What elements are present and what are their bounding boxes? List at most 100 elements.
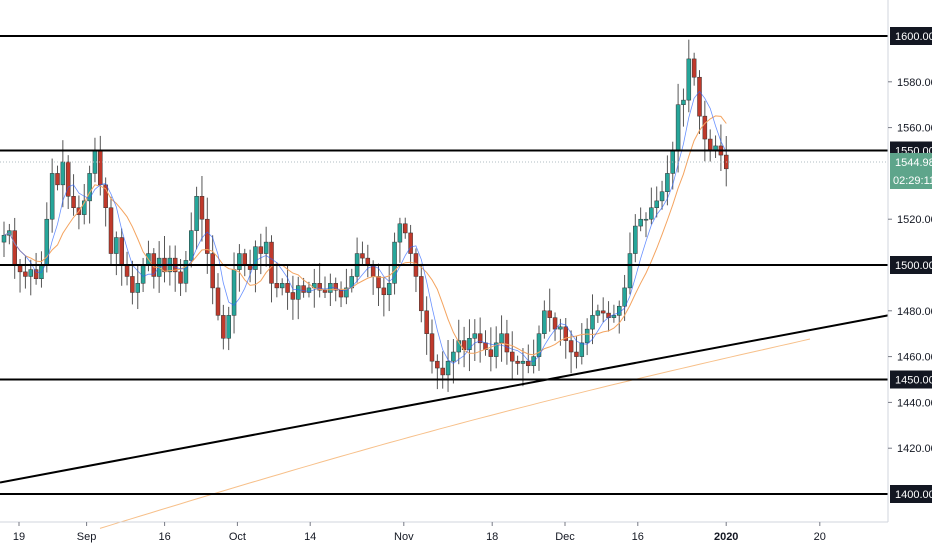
level-label: 1500.00	[895, 260, 932, 272]
candle-down	[119, 237, 124, 266]
candle-down	[477, 333, 483, 344]
candle-up	[675, 104, 681, 151]
candle-down	[563, 326, 568, 341]
price-tick-label: 1560.00	[897, 123, 932, 135]
time-tick-label: 16	[632, 531, 644, 543]
trendline-layer	[0, 314, 889, 484]
candle-down	[419, 276, 424, 312]
candle-down	[301, 285, 306, 293]
candle-down	[71, 196, 76, 209]
candle-up	[686, 58, 692, 101]
candle-down	[33, 269, 39, 279]
price-tick-label: 1440.00	[897, 397, 932, 409]
candle-down	[504, 333, 510, 353]
candle-up	[49, 173, 55, 220]
candle-up	[659, 191, 665, 202]
candle-up	[499, 333, 504, 344]
short-moving-average	[3, 115, 727, 356]
last-price-label: 1544.98	[895, 157, 932, 169]
candle-up	[472, 333, 478, 339]
candle-down	[274, 283, 280, 289]
candle-down	[403, 223, 408, 234]
candle-down	[221, 315, 226, 339]
price-axis[interactable]: 1420.00 1440.00 1460.00 1480.00 1520.00 1560.…	[0, 0, 932, 522]
candle-up	[579, 342, 585, 357]
moving-averages	[3, 90, 727, 364]
candle-down	[290, 292, 296, 300]
price-tick-label: 1460.00	[897, 352, 932, 364]
candle-up	[654, 200, 659, 209]
candle-down	[317, 283, 322, 291]
candle-up	[140, 264, 146, 284]
candle-down	[697, 76, 702, 117]
candle-down	[488, 349, 494, 357]
time-tick-label: Sep	[77, 531, 97, 543]
candle-up	[622, 287, 627, 307]
candle-up	[194, 196, 199, 231]
candle-down	[600, 310, 606, 314]
level-label-box	[890, 370, 932, 389]
candle-down	[130, 276, 135, 293]
candle-down	[322, 289, 328, 293]
time-tick-label: Dec	[555, 531, 575, 543]
candle-up	[279, 283, 285, 289]
price-tick-label: 1420.00	[897, 443, 932, 455]
candle-down	[408, 232, 413, 254]
candle-down	[429, 333, 435, 362]
candle-down	[568, 340, 574, 353]
candles	[1, 39, 729, 392]
candle-up	[456, 340, 461, 353]
candle-up	[627, 253, 633, 289]
candle-down	[365, 257, 371, 266]
candle-up	[649, 207, 654, 220]
candle-up	[681, 99, 686, 105]
candle-down	[285, 283, 290, 293]
long-moving-average	[99, 338, 811, 529]
candle-down	[424, 310, 429, 334]
time-axis[interactable]: 19 Sep 16 Oct 14 Nov 18 Dec 16 2020 20	[0, 521, 888, 543]
time-tick-label: 18	[486, 531, 498, 543]
candle-down	[338, 289, 344, 298]
candle-down	[269, 241, 274, 284]
candle-up	[392, 241, 397, 284]
candle-down	[215, 287, 221, 316]
candle-down	[98, 150, 103, 186]
candle-down	[210, 253, 215, 289]
candle-up	[451, 351, 456, 362]
candle-down	[435, 360, 440, 369]
candle-down	[205, 218, 210, 254]
candle-up	[633, 225, 638, 254]
candle-up	[306, 287, 312, 293]
candle-down	[65, 161, 71, 197]
candle-down	[199, 196, 205, 220]
level-label: 1400.00	[895, 489, 932, 501]
candle-up	[237, 253, 242, 270]
candle-up	[183, 260, 189, 284]
trendline[interactable]	[0, 314, 889, 484]
candle-down	[702, 115, 708, 140]
candle-up	[520, 360, 526, 364]
time-tick-label: 20	[814, 531, 826, 543]
candle-up	[643, 218, 649, 221]
candle-down	[178, 271, 183, 284]
candle-up	[558, 326, 563, 330]
time-tick-label: 2020	[714, 531, 738, 543]
candle-up	[60, 161, 66, 186]
candle-up	[665, 173, 670, 192]
candle-down	[515, 360, 520, 364]
candle-down	[23, 271, 28, 277]
candle-up	[611, 315, 617, 318]
candle-down	[333, 283, 338, 291]
candle-up	[82, 200, 87, 215]
candle-down	[574, 351, 579, 357]
candle-up	[493, 342, 499, 357]
last-price-box	[890, 152, 932, 189]
candle-down	[510, 351, 515, 362]
candle-up	[114, 237, 119, 254]
candle-down	[526, 360, 531, 367]
candle-up	[595, 310, 601, 316]
candle-down	[108, 207, 114, 254]
price-tick-label: 1520.00	[897, 214, 932, 226]
